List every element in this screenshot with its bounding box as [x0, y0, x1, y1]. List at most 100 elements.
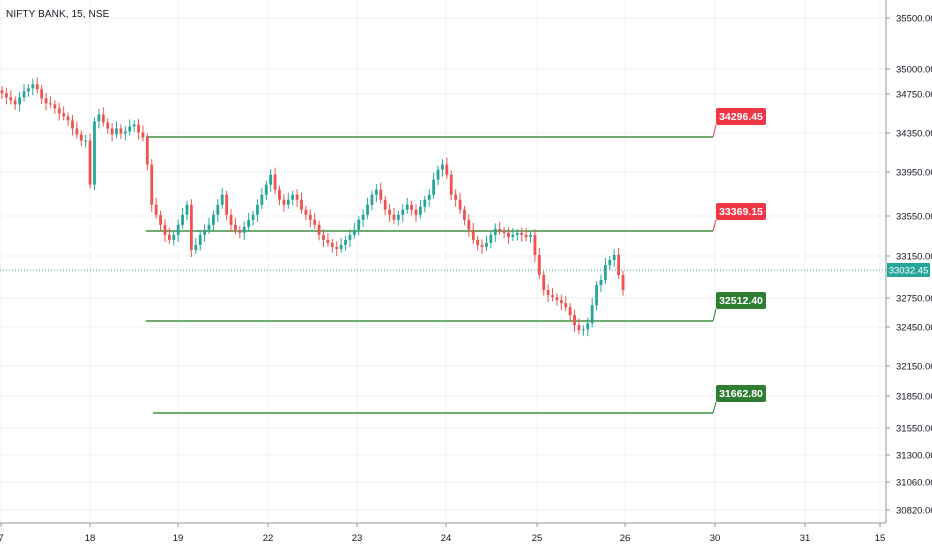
candle-body — [145, 137, 149, 165]
candle — [410, 200, 413, 216]
candle — [203, 224, 206, 242]
candle-body — [234, 224, 237, 230]
symbol-title: NIFTY BANK, 15, NSE — [6, 9, 110, 20]
candle — [396, 210, 400, 226]
candle-body — [419, 206, 422, 215]
y-tick-label: 31300.00 — [896, 451, 932, 462]
candle — [185, 200, 189, 221]
candle — [573, 309, 576, 333]
candle-body — [9, 97, 13, 101]
candle — [9, 90, 13, 105]
last-price-label: 33032.45 — [889, 266, 929, 277]
candle-body — [132, 124, 136, 127]
y-tick-label: 30820.00 — [896, 506, 932, 517]
x-tick-label: 24 — [441, 533, 452, 544]
candle-body — [22, 91, 26, 98]
candle-body — [471, 229, 475, 240]
candle — [44, 92, 48, 111]
candle — [419, 199, 422, 219]
candle — [282, 194, 286, 212]
candle — [564, 296, 568, 312]
candle-body — [295, 194, 299, 200]
candle-body — [115, 128, 118, 135]
candle — [295, 189, 299, 207]
candle — [123, 125, 127, 141]
level-label-text: 33369.15 — [719, 206, 763, 218]
candle — [344, 235, 347, 251]
candle-body — [97, 114, 101, 122]
candle-body — [75, 128, 79, 135]
candle-body — [18, 97, 22, 105]
candle-body — [154, 204, 158, 215]
level-label-box[interactable] — [716, 385, 766, 402]
x-tick-label: 22 — [263, 533, 274, 544]
candle-body — [273, 174, 277, 190]
candle — [520, 227, 524, 242]
candle-body — [564, 303, 568, 308]
candle — [286, 192, 290, 209]
x-tick-label: 26 — [620, 533, 631, 544]
level-label-box[interactable] — [716, 203, 766, 220]
candle-body — [260, 194, 264, 205]
candle-body — [529, 234, 532, 237]
candle — [551, 288, 554, 302]
candle-body — [335, 246, 339, 249]
candle-body — [352, 229, 356, 235]
candle — [256, 199, 259, 222]
candle-body — [507, 232, 510, 237]
candle-body — [84, 140, 88, 142]
candle-body — [392, 214, 396, 220]
candle — [423, 195, 427, 213]
candle — [40, 85, 44, 104]
level-label-box[interactable] — [716, 108, 766, 125]
candle — [454, 189, 458, 207]
candle — [115, 121, 118, 139]
candle-body — [463, 209, 466, 220]
candle — [145, 133, 149, 171]
candle — [599, 274, 603, 293]
candle-body — [308, 214, 312, 220]
candle — [361, 209, 365, 227]
candle-body — [388, 209, 391, 215]
candle-body — [172, 234, 176, 240]
candle — [498, 221, 502, 235]
candle-body — [546, 290, 550, 296]
candle-body — [581, 329, 585, 331]
candle — [66, 112, 70, 126]
candle-body — [53, 104, 57, 109]
candle-body — [247, 219, 251, 227]
candle-body — [212, 214, 215, 225]
candle-body — [194, 244, 198, 250]
candle — [181, 207, 184, 229]
y-tick-label: 31550.00 — [896, 424, 932, 435]
candle-body — [414, 209, 418, 215]
candle-body — [137, 124, 140, 133]
candle — [427, 189, 431, 207]
candle-body — [520, 232, 524, 235]
y-tick-label: 31850.00 — [896, 392, 932, 403]
candle — [330, 238, 334, 253]
candle — [150, 159, 154, 212]
candle-body — [198, 234, 202, 245]
candle — [172, 230, 176, 246]
level-label-box[interactable] — [716, 292, 766, 309]
candle — [273, 167, 277, 194]
candle-body — [533, 234, 537, 255]
candle-body — [493, 228, 497, 235]
candle-body — [348, 234, 352, 240]
candle — [366, 197, 369, 219]
label-connector — [712, 219, 717, 232]
candle-body — [573, 315, 576, 326]
level-label-text: 32512.40 — [719, 295, 763, 307]
candle-body — [40, 89, 44, 99]
candle — [176, 219, 180, 242]
candle-body — [330, 242, 334, 247]
candle — [313, 212, 317, 229]
candle-body — [339, 244, 343, 249]
candle — [507, 227, 510, 244]
candle — [559, 294, 563, 311]
level-label-text: 34296.45 — [719, 111, 763, 123]
candle — [84, 134, 88, 148]
